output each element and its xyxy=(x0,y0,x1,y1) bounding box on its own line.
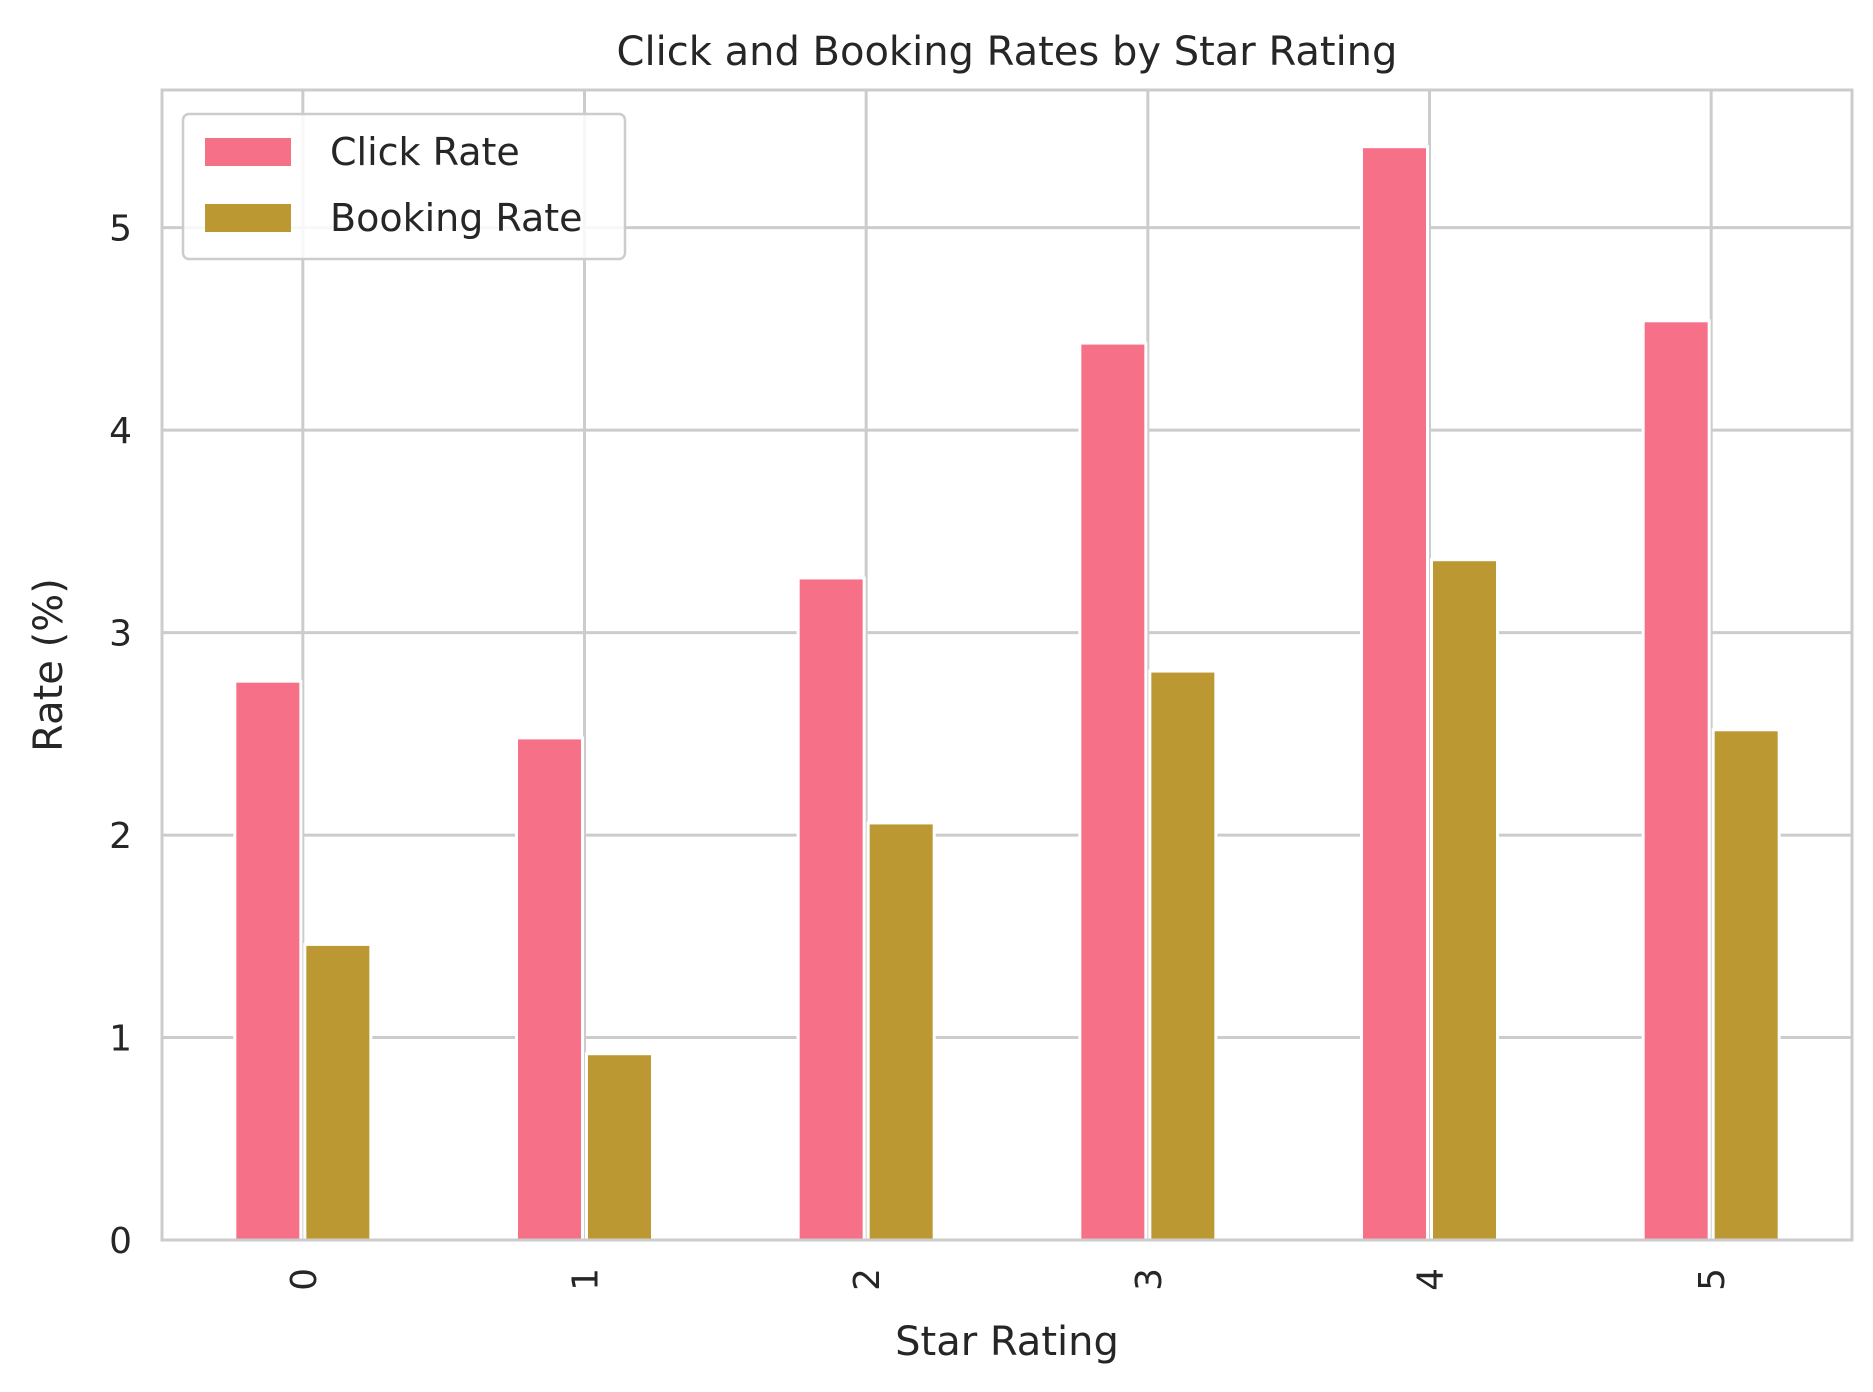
y-tick-label: 5 xyxy=(109,209,132,250)
bar-click-rate-1 xyxy=(515,736,584,1242)
x-tick-label: 4 xyxy=(1411,1268,1452,1291)
legend-swatch-booking-rate xyxy=(205,204,291,232)
x-axis-ticks: 0 1 2 3 4 5 xyxy=(284,1268,1733,1291)
bars xyxy=(233,145,1781,1242)
bar-booking-rate-0 xyxy=(303,942,373,1242)
bar-booking-rate-4 xyxy=(1430,558,1499,1242)
x-tick-label: 3 xyxy=(1129,1268,1170,1291)
chart-title: Click and Booking Rates by Star Rating xyxy=(617,29,1398,75)
bar-click-rate-4 xyxy=(1360,145,1429,1242)
y-tick-label: 0 xyxy=(109,1221,132,1262)
bar-click-rate-3 xyxy=(1078,341,1148,1242)
legend-label-click-rate: Click Rate xyxy=(330,130,520,174)
legend-label-booking-rate: Booking Rate xyxy=(330,196,583,240)
x-tick-label: 2 xyxy=(847,1268,888,1291)
legend-swatch-click-rate xyxy=(205,138,291,166)
bar-booking-rate-1 xyxy=(585,1052,654,1242)
y-axis-ticks: 0 1 2 3 4 5 xyxy=(109,209,132,1262)
bar-booking-rate-3 xyxy=(1148,669,1218,1242)
legend-box xyxy=(181,112,627,261)
y-axis-label: Rate (%) xyxy=(26,578,72,752)
y-tick-label: 2 xyxy=(109,816,132,857)
grid-lines xyxy=(162,90,1852,1242)
bar-click-rate-0 xyxy=(233,679,303,1242)
bar-click-rate-2 xyxy=(796,576,866,1242)
x-tick-label: 1 xyxy=(566,1268,607,1291)
bar-booking-rate-2 xyxy=(866,821,936,1242)
bar-booking-rate-5 xyxy=(1711,728,1781,1242)
bar-click-rate-5 xyxy=(1641,319,1711,1242)
y-tick-label: 3 xyxy=(109,614,132,655)
y-tick-label: 1 xyxy=(109,1019,132,1060)
x-tick-label: 0 xyxy=(284,1268,325,1291)
y-tick-label: 4 xyxy=(109,411,132,452)
plot-frame xyxy=(160,88,1854,1242)
x-axis-label: Star Rating xyxy=(895,1319,1119,1365)
legend: Click Rate Booking Rate xyxy=(181,112,627,261)
x-tick-label: 5 xyxy=(1692,1268,1733,1291)
